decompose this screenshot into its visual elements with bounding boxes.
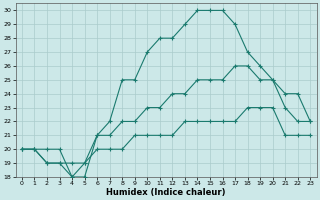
X-axis label: Humidex (Indice chaleur): Humidex (Indice chaleur)	[106, 188, 226, 197]
